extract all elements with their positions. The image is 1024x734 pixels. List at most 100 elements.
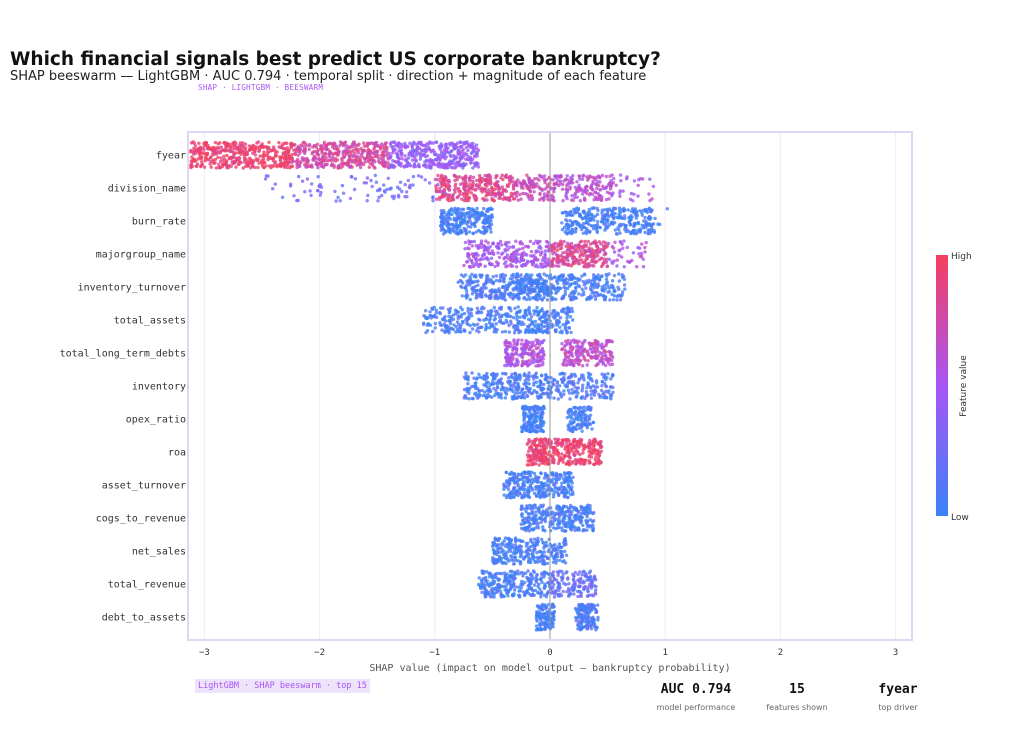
shap-point (394, 160, 398, 164)
shap-point (234, 157, 239, 162)
shap-point (530, 330, 534, 335)
shap-point (196, 157, 200, 161)
shap-point (595, 291, 600, 295)
shap-point (605, 220, 609, 224)
shap-point (522, 349, 527, 353)
shap-point (474, 294, 479, 299)
shap-point (358, 157, 362, 162)
shap-point (492, 182, 497, 186)
shap-point (477, 294, 482, 299)
shap-point (556, 397, 560, 401)
shap-point (575, 222, 579, 227)
shap-point (433, 321, 438, 326)
shap-point (229, 156, 234, 161)
shap-point (427, 159, 432, 164)
shap-point (527, 371, 531, 375)
shap-point (332, 165, 336, 169)
shap-point (403, 141, 407, 146)
shap-point (234, 165, 238, 169)
shap-point (589, 396, 594, 400)
shap-point (431, 329, 435, 334)
shap-point (532, 190, 536, 194)
shap-point (326, 159, 330, 163)
shap-point (482, 206, 486, 211)
shap-point (472, 193, 476, 197)
shap-point (456, 316, 460, 321)
shap-point (632, 224, 637, 228)
shap-point (605, 264, 609, 269)
shap-point (650, 226, 654, 230)
shap-point (289, 142, 293, 146)
shap-point (584, 286, 588, 290)
shap-point (472, 239, 477, 244)
shap-point (202, 165, 207, 169)
shap-point (444, 149, 449, 153)
shap-point (232, 147, 236, 151)
shap-point (449, 317, 453, 321)
shap-point (523, 407, 527, 412)
shap-point (331, 145, 335, 149)
shap-point (514, 387, 518, 391)
shap-point (510, 254, 514, 258)
shap-point (336, 147, 340, 151)
shap-point (440, 211, 445, 215)
shap-point (494, 374, 499, 378)
shap-point (589, 376, 593, 381)
shap-point (477, 173, 482, 178)
shap-point (503, 289, 507, 293)
shap-point (536, 405, 540, 409)
shap-point (473, 381, 477, 385)
shap-point (469, 174, 473, 179)
shap-point (486, 257, 490, 262)
shap-point (597, 258, 601, 262)
shap-point (468, 279, 473, 283)
shap-point (528, 189, 532, 193)
shap-point (467, 247, 471, 251)
shap-point (542, 279, 547, 284)
shap-point (267, 140, 271, 144)
shap-point (449, 154, 453, 159)
shap-point (588, 342, 593, 346)
shap-point (595, 229, 599, 233)
shap-point (537, 178, 541, 182)
shap-point (576, 386, 580, 390)
shap-point (537, 245, 541, 250)
shap-point (533, 373, 537, 377)
shap-point (529, 353, 534, 357)
shap-point (610, 279, 615, 283)
shap-point (636, 245, 640, 250)
shap-point (229, 149, 233, 153)
shap-point (372, 165, 376, 169)
shap-point (400, 157, 404, 161)
shap-point (560, 227, 565, 232)
shap-point (277, 141, 281, 145)
shap-point (488, 326, 492, 330)
shap-point (241, 166, 245, 170)
shap-point (203, 140, 208, 145)
shap-point (565, 313, 570, 317)
shap-point (515, 258, 519, 263)
shap-point (390, 194, 394, 199)
shap-point (225, 166, 229, 170)
shap-point (512, 316, 516, 320)
shap-point (546, 380, 550, 385)
shap-point (463, 175, 467, 179)
shap-point (583, 239, 587, 244)
shap-point (604, 174, 608, 179)
shap-point (629, 209, 634, 213)
shap-point (530, 254, 535, 258)
shap-point (494, 278, 499, 283)
shap-point (471, 141, 475, 146)
shap-point (356, 151, 361, 155)
shap-point (426, 322, 431, 326)
shap-point (565, 383, 570, 387)
shap-point (408, 183, 412, 187)
shap-point (357, 142, 361, 146)
shap-point (560, 242, 564, 246)
shap-point (444, 155, 448, 159)
shap-point (241, 151, 245, 155)
shap-point (438, 162, 442, 166)
shap-point (380, 142, 384, 146)
shap-point (497, 306, 502, 310)
shap-point (607, 357, 612, 362)
